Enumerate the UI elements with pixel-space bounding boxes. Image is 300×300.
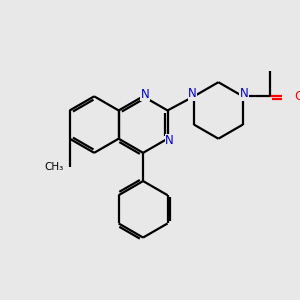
Text: O: O <box>294 90 300 103</box>
Text: N: N <box>165 134 174 147</box>
Text: N: N <box>141 88 149 101</box>
Text: N: N <box>188 87 197 100</box>
Text: CH₃: CH₃ <box>44 162 64 172</box>
Text: N: N <box>240 87 249 100</box>
